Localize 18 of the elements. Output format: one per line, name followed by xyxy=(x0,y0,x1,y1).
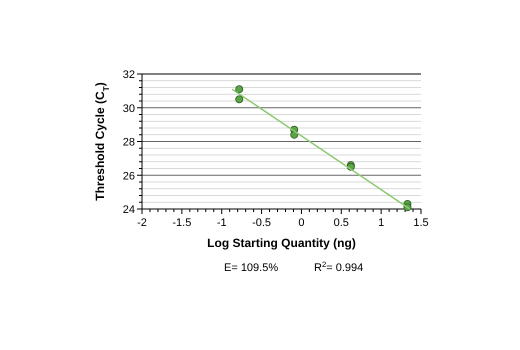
text: E= 109.5% xyxy=(224,262,278,274)
y-tick-label: 30 xyxy=(122,102,135,115)
x-tick-label: 0 xyxy=(298,217,304,229)
x-tick-label: -0.5 xyxy=(252,217,272,229)
x-tick-label: 1 xyxy=(378,217,384,229)
x-axis-title: Log Starting Quantity (ng) xyxy=(207,236,356,250)
point xyxy=(235,85,244,94)
text: R$^{2}$= 0.994 xyxy=(314,260,364,274)
point xyxy=(235,95,244,104)
y-tick-label: 26 xyxy=(122,170,135,182)
y-tick-label: 28 xyxy=(122,136,135,148)
y-tick-label: 24 xyxy=(122,204,135,216)
x-tick-label: 0.5 xyxy=(334,217,349,229)
y-tick-label: 32 xyxy=(122,69,135,81)
x-tick-label: -1.5 xyxy=(172,217,192,229)
x-tick-label: -1 xyxy=(216,217,227,229)
x-tick-label: 1.5 xyxy=(413,217,429,229)
x-tick-label: -2 xyxy=(137,217,147,229)
